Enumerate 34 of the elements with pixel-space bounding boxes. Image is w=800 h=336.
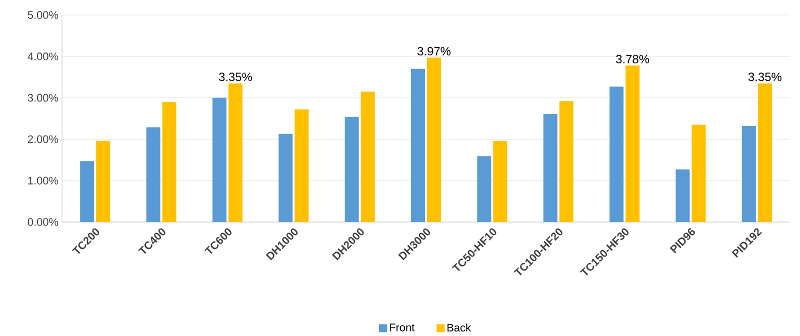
data-label: 3.78% <box>616 54 650 64</box>
bar <box>344 116 359 222</box>
y-tick-label: 4.00% <box>28 52 58 60</box>
y-tick-label: 2.00% <box>28 135 58 144</box>
bar <box>610 86 624 222</box>
bar <box>427 58 442 222</box>
bar <box>162 102 176 222</box>
bar <box>212 98 226 222</box>
bar <box>228 83 242 222</box>
bar <box>758 83 772 222</box>
bar <box>626 66 640 222</box>
bar <box>559 101 574 222</box>
bar <box>96 140 110 222</box>
legend-label: Front <box>390 324 415 332</box>
data-label: 3.35% <box>748 72 782 82</box>
bar <box>742 126 756 222</box>
y-tick-label: 0.00% <box>28 218 58 226</box>
bar <box>411 68 426 222</box>
legend-label: Back <box>448 323 471 332</box>
data-label: 3.97% <box>418 46 451 56</box>
bar <box>278 134 293 222</box>
y-tick-label: 1.00% <box>28 176 58 184</box>
bar <box>493 140 508 222</box>
bar <box>692 124 706 222</box>
bar <box>80 161 94 222</box>
bar <box>477 156 492 222</box>
bar <box>676 169 690 222</box>
bar <box>146 127 160 222</box>
bar <box>360 92 375 222</box>
y-tick-label: 3.00% <box>28 94 58 102</box>
y-tick-label: 5.00% <box>28 11 58 19</box>
data-label: 3.35% <box>218 72 252 82</box>
bar <box>543 114 558 222</box>
bar <box>294 109 309 222</box>
